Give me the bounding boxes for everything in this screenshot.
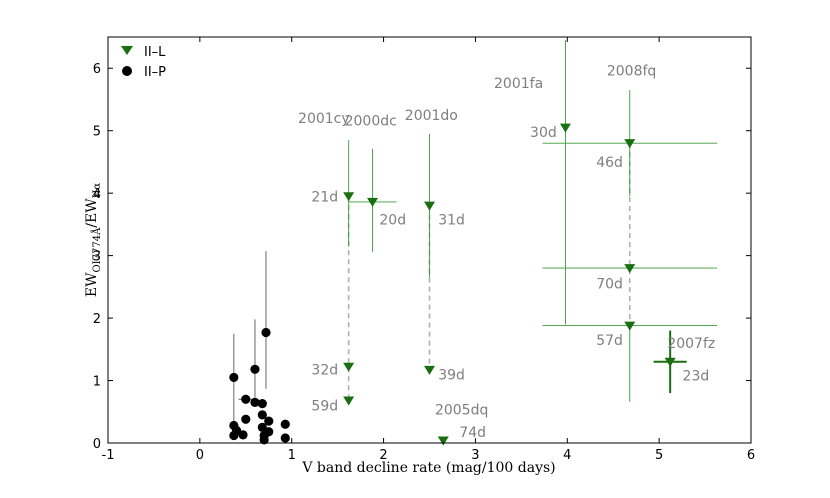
legend-label-iil: II–L	[144, 45, 166, 60]
y-label-sub2: Hα	[92, 183, 103, 199]
y-tick-label: 5	[93, 125, 101, 140]
x-tick-label: 6	[747, 448, 755, 463]
y-axis-label: EWOI7774Å/EWHα	[84, 183, 103, 297]
sn-label: 2005dq	[435, 402, 488, 418]
sn-label: 2000dc	[345, 114, 397, 130]
iip-point	[264, 427, 274, 437]
epoch-label: 74d	[459, 425, 486, 441]
iip-point	[257, 399, 267, 409]
sn-label: 2001cy	[298, 111, 350, 127]
iip-point	[241, 394, 251, 404]
markers-layer	[229, 123, 676, 446]
iip-point	[257, 422, 267, 432]
sn-label: 2001fa	[494, 76, 543, 92]
legend-circle-marker	[122, 66, 132, 76]
iip-point	[259, 435, 269, 445]
iil-point	[624, 321, 636, 331]
iip-point	[264, 416, 274, 426]
iil-point	[437, 436, 449, 446]
x-tick-label: 1	[288, 448, 296, 463]
x-tick-label: 4	[563, 448, 571, 463]
iip-point	[280, 433, 290, 443]
iil-point	[343, 396, 355, 406]
y-tick-label: 2	[93, 312, 101, 327]
legend: II–L II–P	[121, 45, 166, 80]
y-label-main: EW	[84, 272, 100, 297]
y-tick-label: 6	[93, 62, 101, 77]
y-label-sub1: OI7774Å	[91, 227, 103, 273]
y-label-sep: /EW	[84, 198, 100, 228]
y-tick-label: 4	[93, 187, 101, 202]
plot-frame	[107, 36, 752, 444]
iil-point	[664, 357, 676, 367]
iip-point	[261, 327, 271, 338]
iip-point	[229, 372, 239, 383]
epoch-label: 39d	[438, 367, 465, 383]
iip-point	[250, 364, 260, 374]
sn-label: 2008fq	[607, 64, 656, 80]
x-tick-label: 5	[655, 448, 663, 463]
epoch-label: 57d	[596, 333, 623, 349]
iip-point	[257, 410, 267, 420]
y-tick-label: 1	[93, 375, 101, 390]
iil-point	[343, 192, 355, 202]
svg-text:EWOI7774Å/EWHα: EWOI7774Å/EWHα	[84, 183, 103, 297]
epoch-label: 59d	[311, 399, 338, 415]
y-tick-label: 0	[93, 437, 101, 452]
sn-label: 2001do	[405, 108, 458, 124]
epoch-label: 30d	[530, 125, 557, 141]
x-tick-label: 2	[379, 448, 387, 463]
legend-label-iip: II–P	[144, 65, 166, 80]
epoch-label: 70d	[596, 277, 623, 293]
sn-label: 2007fz	[667, 336, 715, 352]
x-tick-label: -1	[102, 448, 115, 463]
iil-point	[559, 123, 571, 133]
y-tick-label: 3	[93, 250, 101, 265]
epoch-label: 23d	[683, 369, 710, 385]
iil-point	[424, 365, 435, 375]
x-axis-label: V band decline rate (mag/100 days)	[301, 460, 555, 476]
legend-triangle-marker	[121, 46, 133, 55]
iip-point	[238, 430, 248, 440]
x-tick-label: 0	[196, 448, 204, 463]
iip-point	[250, 397, 260, 407]
epoch-label: 21d	[311, 189, 338, 205]
iil-point	[343, 362, 355, 372]
iil-point	[367, 197, 379, 207]
iil-point	[424, 201, 435, 211]
iip-point	[241, 414, 251, 424]
epoch-label: 20d	[379, 212, 406, 228]
epoch-label: 32d	[311, 362, 338, 378]
epoch-label: 46d	[596, 155, 623, 171]
iip-point	[232, 425, 242, 436]
x-tick-label: 3	[471, 448, 479, 463]
iil-point	[624, 139, 636, 149]
iil-point	[624, 264, 636, 274]
epoch-label: 31d	[438, 212, 465, 228]
iip-point	[280, 419, 290, 429]
